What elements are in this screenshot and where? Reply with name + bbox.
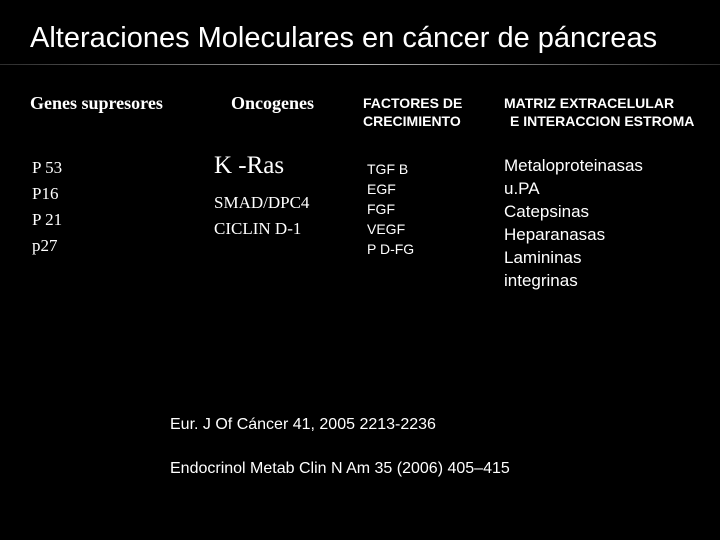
- col4-header-line1: MATRIZ EXTRACELULAR: [504, 95, 674, 111]
- col4-item-1: u.PA: [504, 178, 540, 201]
- col4-item-2: Catepsinas: [504, 201, 589, 224]
- col1-header: Genes supresores: [30, 93, 163, 114]
- reference-1: Endocrinol Metab Clin N Am 35 (2006) 405…: [170, 460, 510, 478]
- col2-header: Oncogenes: [231, 93, 314, 114]
- col1-item-3: p27: [32, 233, 58, 259]
- col1-item-2: P 21: [32, 207, 62, 233]
- slide-title: Alteraciones Moleculares en cáncer de pá…: [30, 22, 657, 55]
- col2-item-1: SMAD/DPC4: [214, 190, 309, 216]
- col2-item-0: K -Ras: [214, 152, 284, 180]
- col3-item-2: FGF: [367, 200, 395, 220]
- col3-item-3: VEGF: [367, 220, 405, 240]
- col3-header-line1: FACTORES DE: [363, 95, 462, 111]
- col4-item-3: Heparanasas: [504, 224, 605, 247]
- col4-item-0: Metaloproteinasas: [504, 155, 643, 178]
- col1-item-1: P16: [32, 181, 58, 207]
- col4-header-line2: E INTERACCION ESTROMA: [510, 113, 694, 129]
- col3-item-0: TGF B: [367, 160, 408, 180]
- col4-item-4: Lamininas: [504, 247, 582, 270]
- reference-0: Eur. J Of Cáncer 41, 2005 2213-2236: [170, 416, 436, 434]
- col3-header-line2: CRECIMIENTO: [363, 113, 461, 129]
- title-underline: [0, 64, 720, 65]
- col2-item-2: CICLIN D-1: [214, 216, 301, 242]
- col3-item-4: P D-FG: [367, 240, 414, 260]
- col3-item-1: EGF: [367, 180, 396, 200]
- col4-item-5: integrinas: [504, 270, 578, 293]
- col1-item-0: P 53: [32, 155, 62, 181]
